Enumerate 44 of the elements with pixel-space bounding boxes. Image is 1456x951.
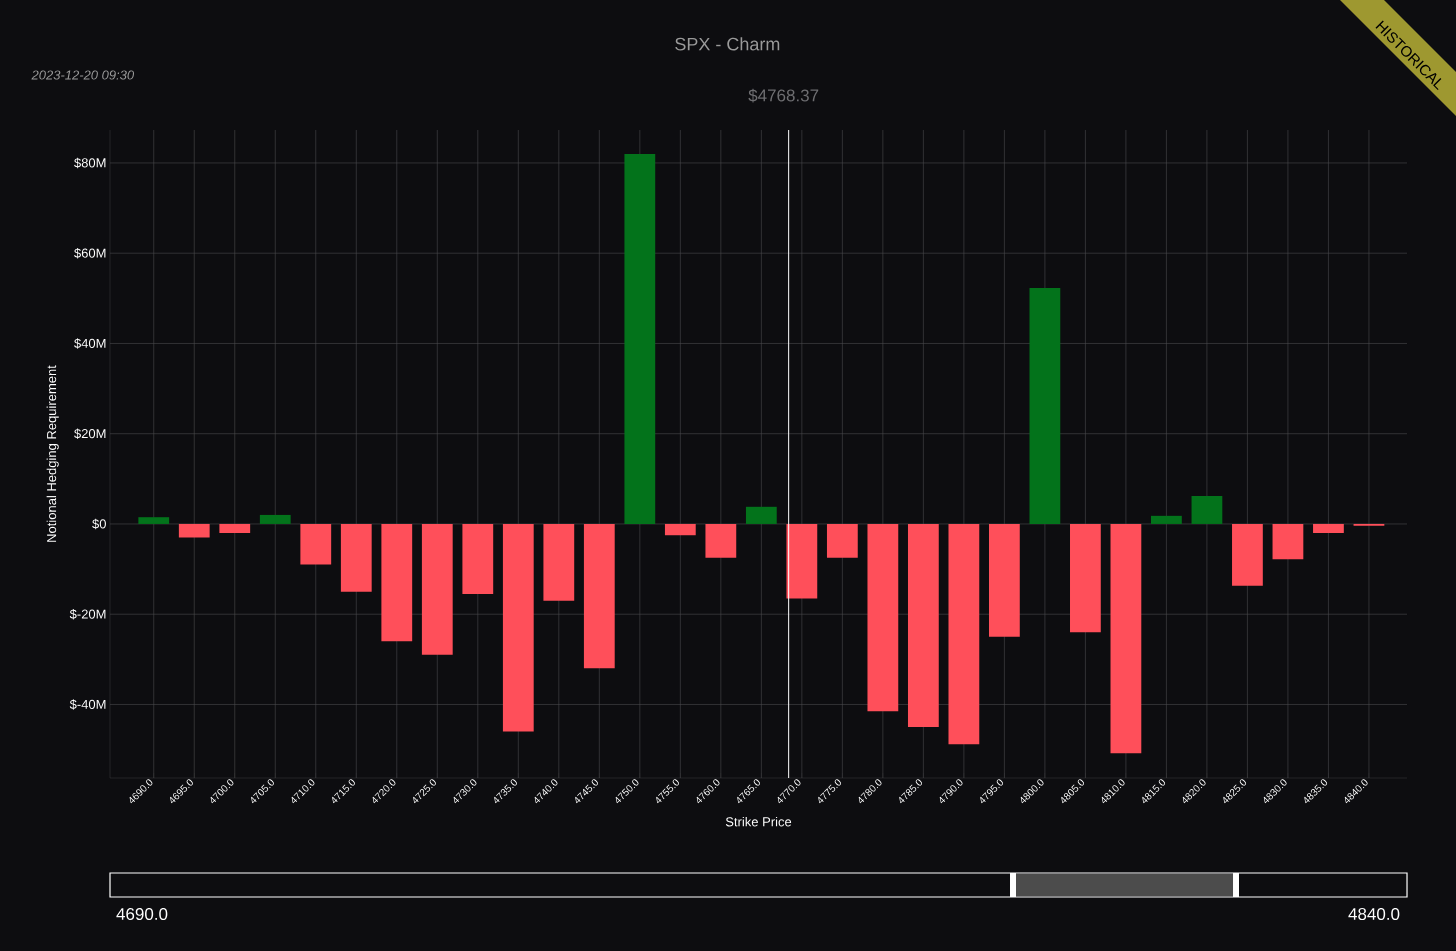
bar (1272, 523, 1304, 560)
bar (948, 523, 980, 745)
bar (543, 523, 575, 601)
y-tick-label: $80M (74, 157, 106, 169)
bar (502, 523, 534, 732)
bar (988, 523, 1020, 637)
bar (664, 523, 696, 536)
y-tick-label: $40M (74, 338, 106, 349)
bar (583, 523, 615, 669)
bar (421, 523, 453, 655)
bar (300, 523, 332, 565)
bar (867, 523, 899, 712)
bar (1191, 495, 1223, 524)
bar (826, 523, 858, 558)
bar (381, 523, 413, 642)
bar (1029, 287, 1061, 524)
y-axis-title: Notional Hedging Requirement (46, 365, 59, 542)
bar (705, 523, 737, 558)
bar (745, 506, 777, 524)
y-tick-label: $-20M (69, 608, 106, 620)
bar (219, 523, 251, 533)
x-axis-title: Strike Price (725, 816, 792, 827)
y-tick-label: $20M (74, 428, 106, 439)
bar (178, 523, 210, 538)
bar (340, 523, 372, 592)
bar (1110, 523, 1142, 754)
ref-line-label: $4768.37 (748, 88, 819, 103)
text: 4840.0 (1348, 907, 1400, 921)
text: 2023-12-20 09:30 (31, 70, 135, 80)
bar (907, 523, 939, 728)
bar (624, 153, 656, 524)
bar (1313, 523, 1344, 533)
chart-title: SPX - Charm (675, 37, 780, 51)
bar (259, 514, 291, 524)
y-tick-label: $60M (74, 247, 106, 259)
y-tick-label: $0 (92, 518, 106, 530)
bar (462, 523, 494, 594)
text: 4690.0 (116, 907, 168, 921)
bar (1070, 523, 1101, 633)
bar (1232, 523, 1263, 586)
bar (786, 523, 818, 599)
y-tick-label: $-40M (69, 699, 106, 710)
bar (1151, 515, 1182, 524)
bar (138, 517, 170, 524)
